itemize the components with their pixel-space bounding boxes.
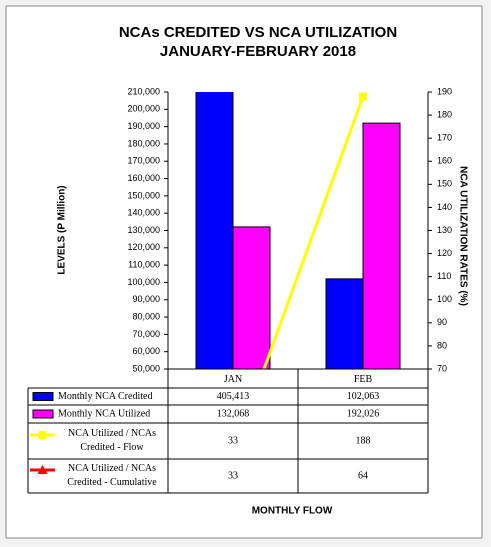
y-tick-label: 90,000 bbox=[132, 294, 160, 304]
legend-label: Monthly NCA Utilized bbox=[58, 408, 150, 419]
y-tick-label: 70,000 bbox=[132, 329, 160, 339]
table-value: 405,413 bbox=[217, 391, 250, 402]
y-tick-label: 200,000 bbox=[127, 104, 160, 114]
y-axis-title: LEVELS (P Million) bbox=[57, 185, 68, 274]
legend-label: Monthly NCA Credited bbox=[58, 391, 152, 402]
y-tick-label: 80,000 bbox=[132, 311, 160, 321]
bar bbox=[232, 226, 271, 369]
bar bbox=[195, 92, 234, 369]
y2-axis-title: NCA UTILIZATION RATES (%) bbox=[457, 166, 468, 306]
marker bbox=[359, 92, 367, 101]
y2-tick-label: 150 bbox=[437, 179, 452, 189]
y-tick-label: 60,000 bbox=[132, 346, 160, 356]
legend-label: NCA Utilized / NCAs Credited - Cumulative bbox=[67, 463, 157, 488]
y2-tick-label: 180 bbox=[437, 109, 452, 119]
y2-tick-label: 120 bbox=[437, 248, 452, 258]
table-value: 102,063 bbox=[347, 391, 380, 402]
y-tick-label: 150,000 bbox=[127, 190, 160, 200]
table-value: 192,026 bbox=[347, 408, 380, 419]
y2-tick-label: 80 bbox=[437, 340, 447, 350]
bar bbox=[362, 122, 401, 369]
y-tick-label: 210,000 bbox=[127, 86, 160, 96]
legend-marker bbox=[38, 431, 47, 439]
table-value: 132,068 bbox=[217, 408, 250, 419]
y-tick-label: 50,000 bbox=[132, 363, 160, 373]
line-series bbox=[262, 96, 365, 369]
y2-tick-label: 160 bbox=[437, 156, 452, 166]
y-tick-label: 110,000 bbox=[128, 260, 160, 270]
legend-marker bbox=[37, 465, 48, 474]
table-value: 33 bbox=[228, 470, 238, 481]
table-header: FEB bbox=[354, 374, 373, 385]
y-tick-label: 190,000 bbox=[127, 121, 160, 131]
legend-key bbox=[32, 392, 54, 401]
y2-tick-label: 90 bbox=[437, 317, 447, 327]
y2-tick-label: 190 bbox=[437, 86, 452, 96]
y-tick-label: 100,000 bbox=[127, 277, 160, 287]
y-tick-label: 170,000 bbox=[127, 156, 160, 166]
y-tick-label: 130,000 bbox=[127, 225, 160, 235]
plot-area bbox=[195, 92, 401, 369]
table-value: 33 bbox=[228, 435, 238, 446]
y2-tick-label: 70 bbox=[437, 363, 447, 373]
x-axis-title: MONTHLY FLOW bbox=[252, 506, 333, 517]
y-tick-label: 180,000 bbox=[127, 138, 160, 148]
legend-label: NCA Utilized / NCAs Credited - Flow bbox=[68, 428, 156, 453]
chart-title: NCAs CREDITED VS NCA UTILIZATION bbox=[119, 24, 397, 41]
chart-subtitle: JANUARY-FEBRUARY 2018 bbox=[160, 43, 356, 60]
y-tick-label: 140,000 bbox=[127, 208, 160, 218]
y2-tick-label: 130 bbox=[437, 225, 452, 235]
table-value: 188 bbox=[356, 435, 371, 446]
y2-tick-label: 140 bbox=[437, 202, 452, 212]
y2-tick-label: 110 bbox=[437, 271, 451, 281]
y-tick-label: 120,000 bbox=[127, 242, 160, 252]
y2-tick-label: 100 bbox=[437, 294, 452, 304]
table-header: JAN bbox=[224, 374, 242, 385]
y-tick-label: 160,000 bbox=[127, 173, 160, 183]
bar bbox=[325, 278, 364, 369]
legend-key bbox=[32, 409, 54, 419]
table-value: 64 bbox=[358, 470, 368, 481]
y2-tick-label: 170 bbox=[437, 133, 452, 143]
